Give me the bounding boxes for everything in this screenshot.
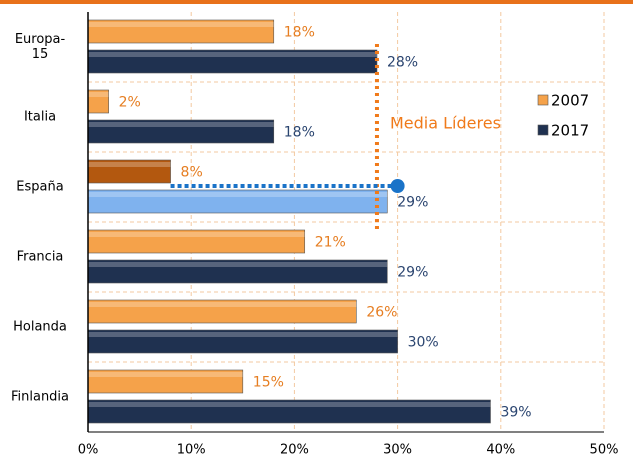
x-tick-label: 20% [280,443,309,458]
bar-shine [88,162,171,167]
reference-label: Media Líderes [390,114,501,133]
top-border [0,0,633,4]
gap-dot [390,179,405,193]
bar-shine [88,22,274,27]
y-tick-label: Holanda [13,319,67,335]
value-label: 29% [397,265,428,281]
x-tick-label: 10% [177,443,206,458]
bar-shine [88,92,109,97]
bar-shine [88,402,491,407]
value-label: 30% [408,335,439,351]
value-label: 28% [387,55,418,71]
x-tick-label: 30% [383,443,412,458]
y-tick-label: Francia [16,249,64,265]
value-label: 15% [253,375,284,391]
value-label: 29% [397,195,428,211]
bar-shine [88,232,305,237]
legend-swatch [537,94,549,106]
bar-shine [88,372,243,377]
bar-shine [88,52,377,57]
bar-shine [88,262,388,267]
value-label: 39% [500,405,531,421]
value-label: 18% [284,25,315,41]
x-tick-label: 50% [590,443,619,458]
x-tick-label: 40% [486,443,515,458]
bar-shine [88,192,388,197]
y-tick-label: Europa- 15 [14,32,66,62]
value-label: 26% [366,305,397,321]
bar-shine [88,122,274,127]
value-label: 18% [284,125,315,141]
y-tick-label: Finlandia [10,389,70,405]
bar-shine [88,302,357,307]
value-label: 21% [315,235,346,251]
legend-swatch [537,124,549,136]
bar-shine [88,332,398,337]
legend-label: 2017 [551,122,589,140]
value-label: 2% [119,95,141,111]
y-tick-label: Italia [23,109,57,125]
x-tick-label: 0% [78,443,99,458]
value-label: 8% [181,165,203,181]
legend-label: 2007 [551,92,589,110]
y-tick-label: España [16,179,64,195]
